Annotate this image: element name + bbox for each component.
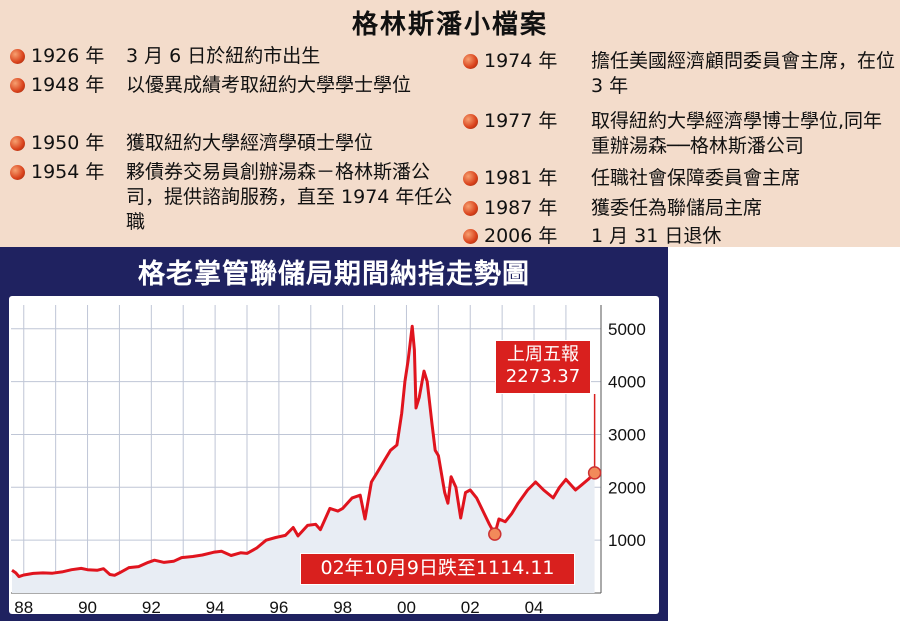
timeline-item: 1981 年 任職社會保障委員會主席 xyxy=(463,166,895,191)
y-tick-label: 5000 xyxy=(608,320,646,339)
axis-ticks: 88 90 92 94 96 98 00 02 04 1000 2000 3000 4000 5000 xyxy=(14,320,646,617)
x-tick-label: 00 xyxy=(397,598,416,617)
bullet-icon xyxy=(463,171,478,186)
timeline-item: 1954 年 夥債券交易員創辦湯森－格林斯潘公司，提供諮詢服務，直至 1974 … xyxy=(10,160,460,240)
annotation-marker xyxy=(587,466,602,480)
bullet-icon xyxy=(10,136,25,151)
annotation-latest: 上周五報 2273.37 xyxy=(495,340,591,394)
y-tick-label: 1000 xyxy=(608,531,646,550)
y-tick-label: 3000 xyxy=(608,425,646,444)
x-tick-label: 96 xyxy=(269,598,288,617)
area-fill xyxy=(12,326,595,593)
timeline-item: 1974 年 擔任美國經濟顧問委員會主席，在位 3 年 xyxy=(463,49,895,101)
timeline-text: 以優異成績考取紐約大學學士學位 xyxy=(126,74,412,96)
bullet-icon xyxy=(463,114,478,129)
bullet-icon xyxy=(10,49,25,64)
timeline-item: 1926 年 3 月 6 日於紐約市出生 xyxy=(10,44,460,69)
x-tick-label: 88 xyxy=(14,598,33,617)
profile-panel xyxy=(0,0,900,247)
timeline-year: 1948 年 xyxy=(31,74,105,96)
annotation-low: 02年10月9日跌至1114.11 xyxy=(300,553,575,585)
timeline-text: 獲委任為聯儲局主席 xyxy=(591,197,763,219)
timeline-year: 1977 年 xyxy=(484,110,558,132)
bullet-icon xyxy=(463,54,478,69)
timeline-text: 任職社會保障委員會主席 xyxy=(591,167,801,189)
x-tick-label: 02 xyxy=(461,598,480,617)
timeline-year: 1926 年 xyxy=(31,45,105,67)
annotations xyxy=(488,394,602,541)
chart-title: 格老掌管聯儲局期間納指走勢圖 xyxy=(138,259,530,290)
timeline-item: 1948 年 以優異成績考取紐約大學學士學位 xyxy=(10,73,460,125)
bullet-icon xyxy=(10,78,25,93)
bullet-icon xyxy=(463,229,478,244)
timeline-year: 1981 年 xyxy=(484,167,558,189)
y-tick-label: 4000 xyxy=(608,373,646,392)
timeline-year: 1954 年 xyxy=(31,161,105,183)
timeline-item: 1987 年 獲委任為聯儲局主席 xyxy=(463,196,895,221)
timeline-text: 夥債券交易員創辦湯森－格林斯潘公司，提供諮詢服務，直至 1974 年任公職 xyxy=(126,161,453,233)
x-tick-label: 90 xyxy=(78,598,97,617)
timeline-item: 1950 年 獲取紐約大學經濟學碩士學位 xyxy=(10,131,460,156)
timeline-item: 1977 年 取得紐約大學經濟學博士學位,同年重辦湯森──格林斯潘公司 xyxy=(463,109,895,161)
annotation-marker xyxy=(488,527,502,541)
timeline-year: 1974 年 xyxy=(484,50,558,72)
bullet-icon xyxy=(463,201,478,216)
x-tick-label: 94 xyxy=(206,598,225,617)
timeline-text: 取得紐約大學經濟學博士學位,同年重辦湯森──格林斯潘公司 xyxy=(591,110,883,157)
x-tick-label: 04 xyxy=(525,598,544,617)
timeline-text: 擔任美國經濟顧問委員會主席，在位 3 年 xyxy=(591,50,896,97)
timeline-year: 1950 年 xyxy=(31,132,105,154)
x-tick-label: 98 xyxy=(333,598,352,617)
timeline-text: 1 月 31 日退休 xyxy=(591,225,722,247)
timeline-year: 1987 年 xyxy=(484,197,558,219)
x-tick-label: 92 xyxy=(142,598,161,617)
timeline-year: 2006 年 xyxy=(484,225,558,247)
timeline-text: 3 月 6 日於紐約市出生 xyxy=(126,45,321,67)
y-tick-label: 2000 xyxy=(608,478,646,497)
annotation-latest-label: 上周五報 xyxy=(507,344,579,365)
annotation-latest-value: 2273.37 xyxy=(505,366,581,387)
timeline-text: 獲取紐約大學經濟學碩士學位 xyxy=(126,132,374,154)
bullet-icon xyxy=(10,165,25,180)
profile-title: 格林斯潘小檔案 xyxy=(351,10,548,40)
timeline-item: 2006 年 1 月 31 日退休 xyxy=(463,224,895,249)
